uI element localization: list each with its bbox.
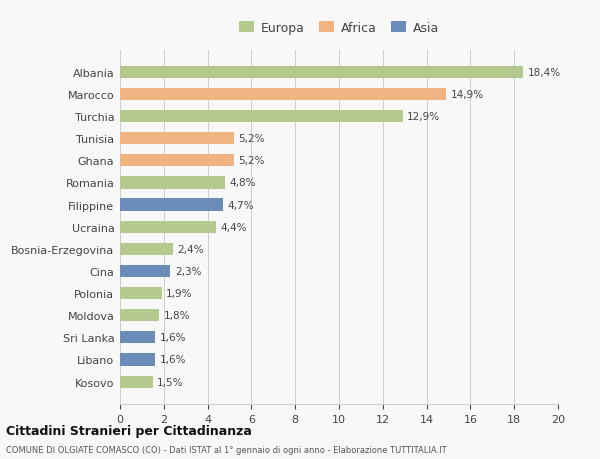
Bar (120, 287, 161, 300)
Text: 5,2%: 5,2% (238, 134, 265, 144)
Bar (120, 265, 170, 277)
Text: Cittadini Stranieri per Cittadinanza: Cittadini Stranieri per Cittadinanza (6, 425, 252, 437)
Text: 2,4%: 2,4% (177, 244, 203, 254)
Text: 1,6%: 1,6% (160, 355, 186, 365)
Bar (120, 89, 446, 101)
Text: 1,5%: 1,5% (157, 377, 184, 387)
Legend: Europa, Africa, Asia: Europa, Africa, Asia (235, 18, 443, 38)
Bar (120, 199, 223, 211)
Text: 4,4%: 4,4% (221, 222, 247, 232)
Bar (120, 309, 160, 322)
Bar (120, 221, 217, 233)
Text: 12,9%: 12,9% (407, 112, 440, 122)
Bar (120, 67, 523, 78)
Text: 1,8%: 1,8% (164, 311, 190, 320)
Bar (120, 133, 234, 145)
Text: COMUNE DI OLGIATE COMASCO (CO) - Dati ISTAT al 1° gennaio di ogni anno - Elabora: COMUNE DI OLGIATE COMASCO (CO) - Dati IS… (6, 445, 446, 454)
Bar (120, 376, 153, 388)
Bar (120, 155, 234, 167)
Bar (120, 243, 173, 255)
Text: 1,6%: 1,6% (160, 333, 186, 342)
Bar (120, 331, 155, 344)
Bar (120, 111, 403, 123)
Text: 2,3%: 2,3% (175, 266, 201, 276)
Text: 18,4%: 18,4% (527, 67, 560, 78)
Text: 4,7%: 4,7% (227, 200, 254, 210)
Text: 5,2%: 5,2% (238, 156, 265, 166)
Bar (120, 353, 155, 366)
Text: 1,9%: 1,9% (166, 288, 193, 298)
Text: 14,9%: 14,9% (451, 90, 484, 100)
Text: 4,8%: 4,8% (229, 178, 256, 188)
Bar (120, 177, 225, 189)
